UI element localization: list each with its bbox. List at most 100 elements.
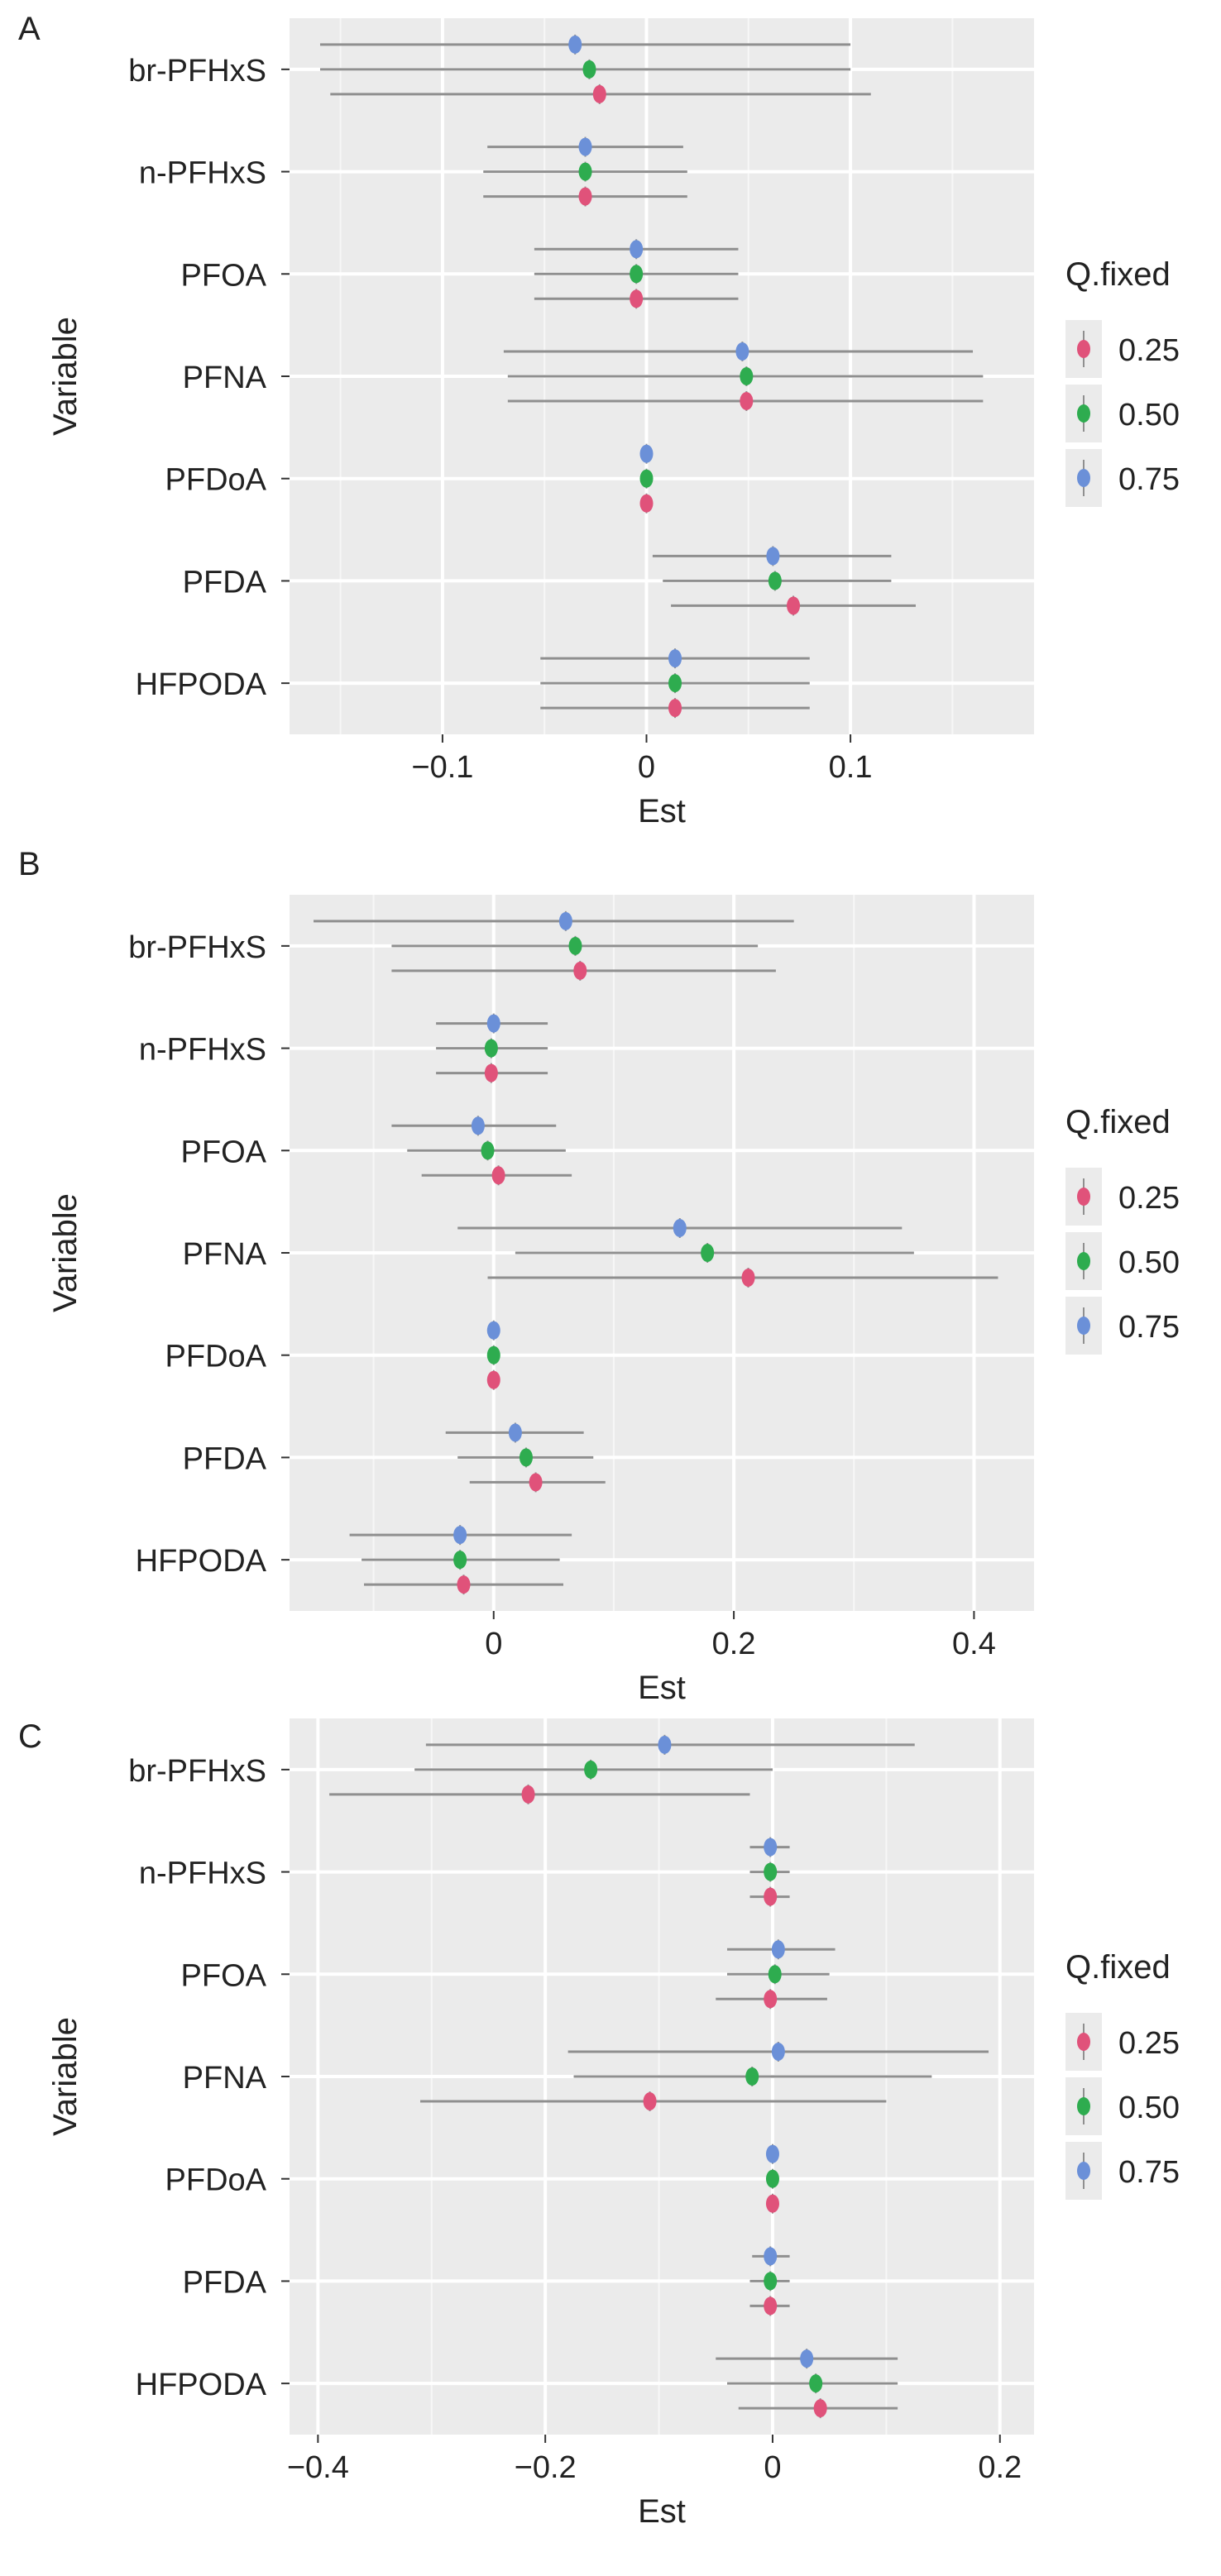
legend-swatch-0.75 (1077, 469, 1090, 487)
y-tick-label: n-PFHxS (139, 156, 266, 191)
point-0.50-PFNA (701, 1244, 715, 1262)
y-tick-label: HFPODA (136, 667, 267, 702)
point-0.75-PFDoA (486, 1321, 500, 1340)
point-0.25-PFDoA (486, 1370, 500, 1389)
point-0.75-PFDoA (765, 2144, 779, 2163)
point-0.25-PFOA (491, 1166, 505, 1185)
y-axis-title: Variable (47, 317, 84, 436)
point-0.75-br-PFHxS (658, 1735, 672, 1754)
point-0.25-HFPODA (457, 1575, 471, 1594)
legend-swatch-0.75 (1077, 2162, 1090, 2180)
point-0.25-PFOA (630, 289, 644, 308)
y-tick-label: br-PFHxS (128, 930, 266, 965)
legend-label-0.75: 0.75 (1118, 2155, 1180, 2190)
point-0.25-br-PFHxS (573, 961, 587, 980)
point-0.75-PFDoA (639, 444, 654, 463)
point-0.75-br-PFHxS (558, 911, 572, 930)
point-0.25-PFDoA (639, 494, 654, 513)
legend-swatch-0.75 (1077, 1317, 1090, 1335)
point-0.50-PFDoA (486, 1345, 500, 1364)
y-axis-title: Variable (47, 2017, 84, 2136)
y-tick-label: PFOA (181, 1135, 267, 1169)
point-0.50-HFPODA (668, 674, 682, 693)
point-0.50-HFPODA (453, 1551, 467, 1570)
point-0.75-PFNA (771, 2043, 785, 2061)
point-0.25-n-PFHxS (484, 1063, 498, 1082)
x-tick-label: 0 (485, 1627, 502, 1661)
point-0.50-n-PFHxS (484, 1039, 498, 1058)
x-tick-label: 0.1 (829, 750, 873, 785)
legend-title: Q.fixed (1065, 1104, 1171, 1140)
legend-label-0.50: 0.50 (1118, 398, 1180, 433)
panel-C: Cbr-PFHxS n-PFHxS PFOA PFNA PFDoA PFDA HFPODA −… (18, 1718, 1180, 2530)
y-tick-label: PFDA (183, 565, 267, 600)
legend-label-0.25: 0.25 (1118, 2026, 1180, 2061)
legend-swatch-0.25 (1077, 340, 1090, 358)
point-0.50-PFNA (740, 367, 754, 385)
y-tick-label: PFOA (181, 1958, 267, 1993)
point-0.25-br-PFHxS (521, 1785, 535, 1804)
y-axis-title: Variable (47, 1193, 84, 1312)
panel-A: Abr-PFHxS n-PFHxS PFOA PFNA PFDoA PFDA HFPODA −… (18, 11, 1180, 829)
legend-swatch-0.50 (1077, 404, 1090, 423)
point-0.50-PFDA (519, 1448, 533, 1467)
point-0.25-PFDA (529, 1473, 543, 1492)
y-tick-label: PFNA (183, 361, 267, 395)
point-0.75-PFDA (508, 1423, 522, 1442)
point-0.75-PFNA (673, 1219, 687, 1237)
point-0.25-n-PFHxS (578, 187, 592, 206)
y-tick-label: PFDA (183, 1441, 267, 1476)
legend-swatch-0.50 (1077, 1252, 1090, 1270)
point-0.75-n-PFHxS (578, 137, 592, 156)
point-0.50-br-PFHxS (584, 1760, 598, 1779)
legend-title: Q.fixed (1065, 256, 1171, 293)
point-0.50-n-PFHxS (578, 162, 592, 181)
y-tick-label: PFOA (181, 258, 267, 293)
y-tick-label: HFPODA (136, 2368, 267, 2402)
legend-label-0.75: 0.75 (1118, 462, 1180, 497)
point-0.25-HFPODA (668, 699, 682, 718)
panel-letter: A (18, 11, 41, 47)
point-0.75-br-PFHxS (568, 35, 582, 54)
legend-label-0.75: 0.75 (1118, 1310, 1180, 1345)
y-tick-label: PFNA (183, 2061, 267, 2096)
y-tick-label: HFPODA (136, 1544, 267, 1579)
y-tick-label: PFDA (183, 2265, 267, 2300)
point-0.75-PFDA (766, 547, 780, 566)
x-tick-label: 0 (638, 750, 655, 785)
point-0.50-br-PFHxS (568, 936, 582, 955)
point-0.25-PFDA (787, 596, 801, 615)
legend-swatch-0.50 (1077, 2097, 1090, 2115)
point-0.50-PFOA (768, 1965, 782, 1984)
y-tick-label: n-PFHxS (139, 1857, 266, 1891)
point-0.25-PFNA (643, 2092, 657, 2110)
legend-title: Q.fixed (1065, 1949, 1171, 1986)
legend-label-0.50: 0.50 (1118, 2091, 1180, 2125)
point-0.50-HFPODA (809, 2374, 823, 2393)
legend-swatch-0.25 (1077, 1188, 1090, 1206)
y-tick-label: PFNA (183, 1237, 267, 1272)
x-tick-label: 0.4 (952, 1627, 996, 1661)
panel-letter: C (18, 1718, 42, 1755)
point-0.25-PFOA (764, 1990, 778, 2009)
legend-label-0.25: 0.25 (1118, 1181, 1180, 1216)
point-0.75-PFOA (471, 1116, 485, 1135)
y-tick-label: n-PFHxS (139, 1033, 266, 1068)
x-tick-label: 0.2 (712, 1627, 756, 1661)
point-0.75-PFNA (735, 342, 749, 361)
point-0.50-br-PFHxS (582, 60, 596, 79)
point-0.75-PFDA (764, 2247, 778, 2266)
x-tick-label: −0.1 (411, 750, 473, 785)
legend-label-0.50: 0.50 (1118, 1245, 1180, 1280)
legend-label-0.25: 0.25 (1118, 333, 1180, 368)
point-0.75-PFOA (771, 1940, 785, 1959)
y-tick-label: PFDoA (165, 1340, 267, 1374)
point-0.25-PFDoA (765, 2194, 779, 2213)
panel-B: Bbr-PFHxS n-PFHxS PFOA PFNA PFDoA PFDA HFPODA 0… (18, 846, 1180, 1706)
point-0.75-PFOA (630, 240, 644, 259)
point-0.25-PFNA (740, 392, 754, 410)
point-0.50-PFDoA (765, 2169, 779, 2188)
point-0.25-HFPODA (813, 2399, 827, 2418)
x-tick-label: 0 (764, 2450, 781, 2485)
point-0.25-n-PFHxS (764, 1887, 778, 1906)
